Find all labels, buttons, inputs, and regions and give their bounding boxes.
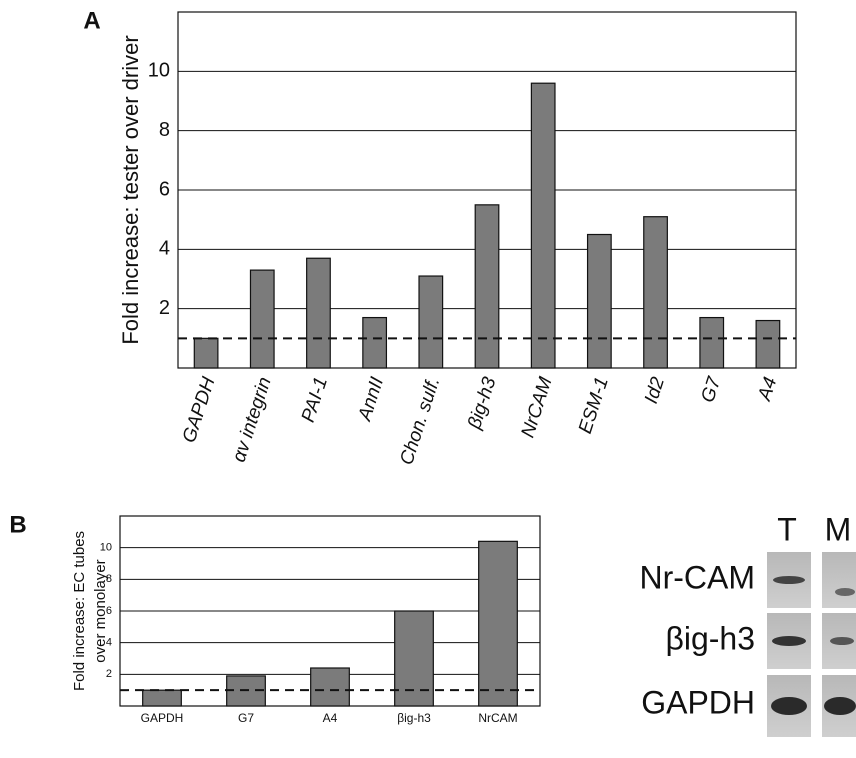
- x-tick-label: G7: [697, 373, 725, 405]
- bar: [250, 270, 274, 368]
- y-axis-label: Fold increase: tester over driver: [118, 35, 143, 344]
- x-tick-label: A4: [754, 375, 781, 405]
- y-tick-label: 2: [159, 297, 170, 319]
- y-tick-label: 10: [100, 542, 112, 554]
- y-tick-label: 8: [106, 573, 112, 585]
- panel-label: A: [83, 7, 100, 34]
- y-tick-label: 2: [106, 668, 112, 680]
- y-tick-label: 6: [106, 605, 112, 617]
- bar: [531, 83, 555, 368]
- blot-column: T: [777, 511, 797, 547]
- y-axis-label: Fold increase: EC tubes: [71, 531, 88, 691]
- bar: [419, 276, 443, 368]
- blot-row: Nr-CAM: [639, 559, 755, 595]
- y-tick-label: 8: [159, 119, 170, 141]
- panel-label: B: [9, 511, 26, 538]
- blot-column: M: [825, 511, 852, 547]
- x-tick-label: GAPDH: [141, 711, 184, 725]
- y-tick-label: 4: [159, 238, 170, 260]
- x-tick-label: NrCAM: [478, 711, 517, 725]
- y-tick-label: 4: [106, 637, 112, 649]
- bar: [143, 690, 182, 706]
- x-tick-label: βig-h3: [397, 711, 431, 725]
- figure: T M Nr-CAM βig-h3 GAPDH A Fold increase: …: [0, 0, 856, 758]
- bar: [479, 541, 518, 706]
- x-tick-label: Id2: [641, 374, 669, 406]
- blot-image: [767, 552, 856, 737]
- y-tick-label: 6: [159, 178, 170, 200]
- bar: [307, 258, 331, 368]
- x-tick-label: ESM-1: [575, 375, 613, 437]
- bar: [363, 318, 387, 368]
- x-tick-label: GAPDH: [179, 374, 220, 445]
- x-tick-label: G7: [238, 711, 254, 725]
- bar: [700, 318, 724, 368]
- bar: [311, 668, 350, 706]
- bar: [475, 205, 499, 368]
- bar: [756, 321, 780, 368]
- x-tick-label: αv integrin: [229, 375, 276, 465]
- bar: [395, 611, 434, 706]
- x-tick-label: NrCAM: [517, 374, 556, 440]
- bar: [588, 235, 612, 369]
- bar: [194, 338, 218, 368]
- x-tick-label: A4: [323, 711, 338, 725]
- x-tick-label: βig-h3: [464, 374, 501, 432]
- x-tick-label: PAI-1: [298, 375, 332, 425]
- bar: [644, 217, 668, 368]
- blot-row: βig-h3: [665, 620, 755, 656]
- x-tick-label: AnnII: [354, 374, 388, 424]
- x-tick-label: Chon. sulf.: [396, 375, 444, 468]
- blot-row: GAPDH: [641, 684, 755, 720]
- y-tick-label: 10: [148, 60, 170, 82]
